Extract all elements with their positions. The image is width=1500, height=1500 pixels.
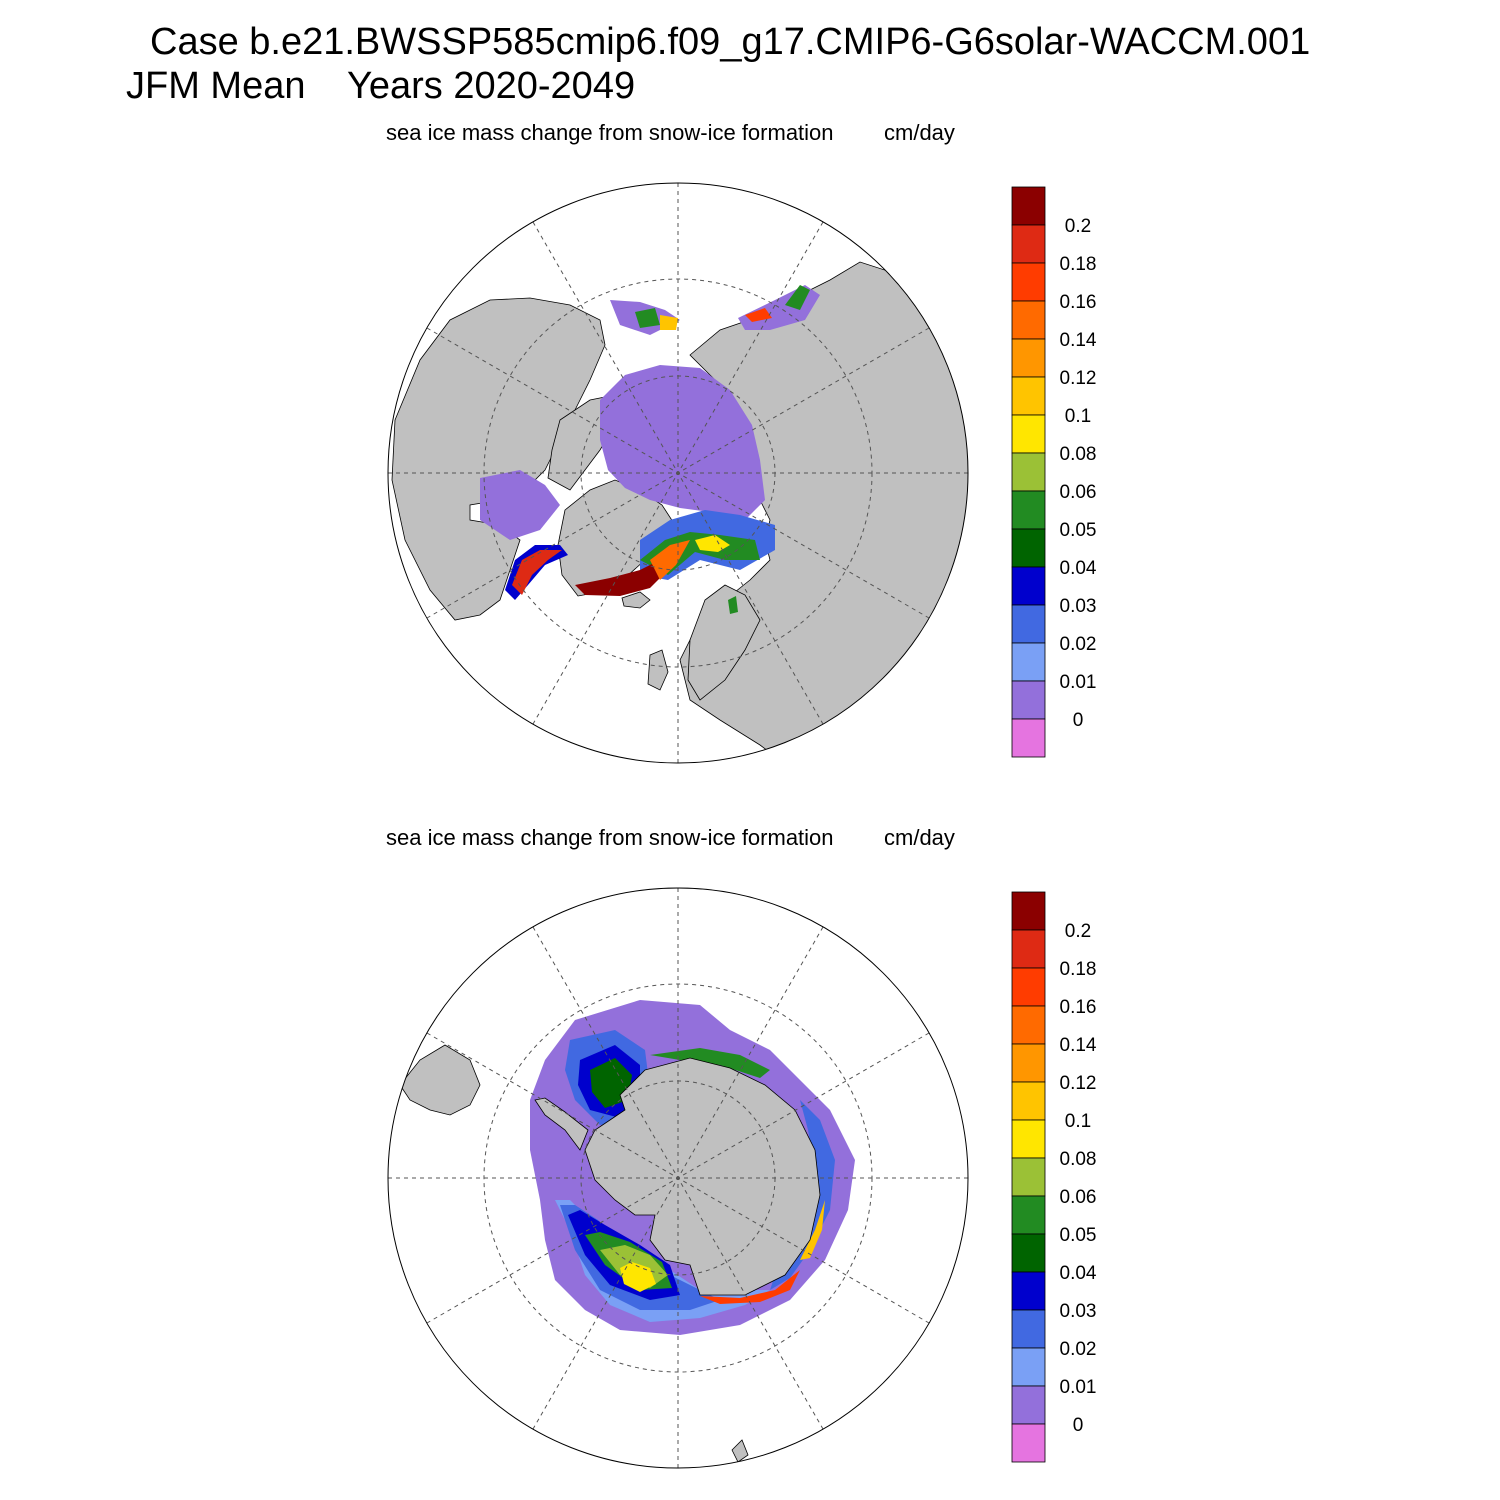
- south-colorbar-swatch: [1011, 1195, 1046, 1235]
- north-colorbar-swatch: [1011, 338, 1046, 378]
- north-graticule: [388, 183, 968, 763]
- south-panel-title: sea ice mass change from snow-ice format…: [386, 825, 834, 850]
- north-ice-okhotsk-red: [745, 308, 772, 322]
- north-colorbar-label: 0.2: [1065, 216, 1091, 237]
- north-colorbar-swatch: [1011, 604, 1046, 644]
- south-colorbar-swatch: [1011, 1005, 1046, 1045]
- north-ice-bering-yellow: [660, 315, 678, 330]
- south-colorbar-swatch: [1011, 1081, 1046, 1121]
- north-colorbar-swatch: [1011, 262, 1046, 302]
- south-colorbar-label: 0.12: [1060, 1073, 1097, 1094]
- north-colorbar-swatch: [1011, 224, 1046, 264]
- south-colorbar-label: 0.08: [1060, 1149, 1097, 1170]
- north-colorbar-swatch: [1011, 528, 1046, 568]
- north-ice-greenland-sea-orange: [650, 540, 690, 580]
- north-ice-arctic: [600, 365, 765, 520]
- north-colorbar-label: 0.05: [1060, 520, 1097, 541]
- south-land-peninsula: [534, 1097, 589, 1151]
- case-title: Case b.e21.BWSSP585cmip6.f09_g17.CMIP6-G…: [150, 21, 1311, 63]
- south-colorbar-swatch: [1011, 967, 1046, 1007]
- north-ice-okhotsk-green: [785, 285, 810, 310]
- north-colorbar-label: 0.03: [1060, 596, 1097, 617]
- north-polar-map: [387, 182, 969, 764]
- north-colorbar-swatch: [1011, 642, 1046, 682]
- south-colorbar-label: 0.02: [1060, 1339, 1097, 1360]
- south-land-south-america: [399, 1044, 481, 1116]
- south-colorbar-swatch: [1011, 1271, 1046, 1311]
- north-colorbar-label: 0.06: [1060, 482, 1097, 503]
- north-colorbar-swatch: [1011, 186, 1046, 226]
- south-colorbar-label: 0.18: [1060, 959, 1097, 980]
- south-colorbar-swatch: [1011, 1043, 1046, 1083]
- south-map-layers: [388, 888, 968, 1468]
- north-colorbar-label: 0.02: [1060, 634, 1097, 655]
- north-colorbar-swatch: [1011, 718, 1046, 758]
- north-colorbar-label: 0: [1073, 710, 1084, 731]
- south-colorbar-swatch: [1011, 929, 1046, 969]
- south-ice-east-coastal-yellow: [800, 1200, 825, 1260]
- north-colorbar-label: 0.04: [1060, 558, 1097, 579]
- south-colorbar-label: 0.06: [1060, 1187, 1097, 1208]
- north-colorbar-label: 0.1: [1065, 406, 1091, 427]
- south-colorbar-label: 0.16: [1060, 997, 1097, 1018]
- north-colorbar-label: 0.16: [1060, 292, 1097, 313]
- north-colorbar-label: 0.08: [1060, 444, 1097, 465]
- north-colorbar-label: 0.12: [1060, 368, 1097, 389]
- north-land-iceland: [621, 591, 651, 609]
- south-colorbar-swatch: [1011, 1423, 1046, 1463]
- north-ice-bering-green: [635, 308, 660, 328]
- north-ice-baltic: [728, 596, 738, 614]
- north-colorbar-swatch: [1011, 566, 1046, 606]
- north-map-layers: [388, 183, 968, 763]
- north-colorbar-label: 0.01: [1060, 672, 1097, 693]
- south-polar-map: [387, 887, 969, 1469]
- south-colorbar-swatch: [1011, 1119, 1046, 1159]
- north-ice-baffin: [480, 470, 560, 540]
- north-colorbar-swatch: [1011, 414, 1046, 454]
- south-graticule: [388, 888, 968, 1468]
- south-colorbar-label: 0: [1073, 1415, 1084, 1436]
- south-colorbar-swatch: [1011, 1347, 1046, 1387]
- north-land-uk: [647, 649, 669, 691]
- north-colorbar-swatch: [1011, 452, 1046, 492]
- south-colorbar-label: 0.04: [1060, 1263, 1097, 1284]
- north-panel-units: cm/day: [884, 120, 955, 145]
- south-colorbar-swatch: [1011, 891, 1046, 931]
- north-colorbar-swatch: [1011, 376, 1046, 416]
- south-ice-east-blue: [770, 1100, 835, 1290]
- south-colorbar-label: 0.01: [1060, 1377, 1097, 1398]
- south-colorbar-label: 0.05: [1060, 1225, 1097, 1246]
- south-land-new-zealand: [731, 1439, 749, 1463]
- north-colorbar-label: 0.18: [1060, 254, 1097, 275]
- south-colorbar-label: 0.2: [1065, 921, 1091, 942]
- south-colorbar-label: 0.14: [1060, 1035, 1097, 1056]
- north-map-border: [387, 182, 969, 764]
- south-colorbar-swatch: [1011, 1157, 1046, 1197]
- north-colorbar-swatch: [1011, 300, 1046, 340]
- north-panel-title: sea ice mass change from snow-ice format…: [386, 120, 834, 145]
- south-map-border: [387, 887, 969, 1469]
- north-colorbar: 0.2 0.18 0.16 0.14 0.12 0.1 0.08 0.06 0.05 0.04 0.…: [1011, 186, 1097, 758]
- south-colorbar-swatch: [1011, 1385, 1046, 1425]
- south-colorbar-swatch: [1011, 1309, 1046, 1349]
- south-colorbar: 0.2 0.18 0.16 0.14 0.12 0.1 0.08 0.06 0.05 0.04 0.…: [1011, 891, 1097, 1463]
- north-colorbar-swatch: [1011, 490, 1046, 530]
- period-title: JFM Mean Years 2020-2049: [126, 65, 636, 107]
- north-land-europe: [687, 584, 761, 701]
- south-colorbar-label: 0.1: [1065, 1111, 1091, 1132]
- south-panel-units: cm/day: [884, 825, 955, 850]
- south-colorbar-label: 0.03: [1060, 1301, 1097, 1322]
- south-ice-east-coastal-red: [700, 1270, 800, 1304]
- north-ice-greenland-sea-red: [575, 548, 672, 596]
- south-colorbar-swatch: [1011, 1233, 1046, 1273]
- north-colorbar-swatch: [1011, 680, 1046, 720]
- south-land-antarctica: [584, 1057, 821, 1296]
- north-colorbar-label: 0.14: [1060, 330, 1097, 351]
- south-ice-ross-yellow: [620, 1262, 656, 1292]
